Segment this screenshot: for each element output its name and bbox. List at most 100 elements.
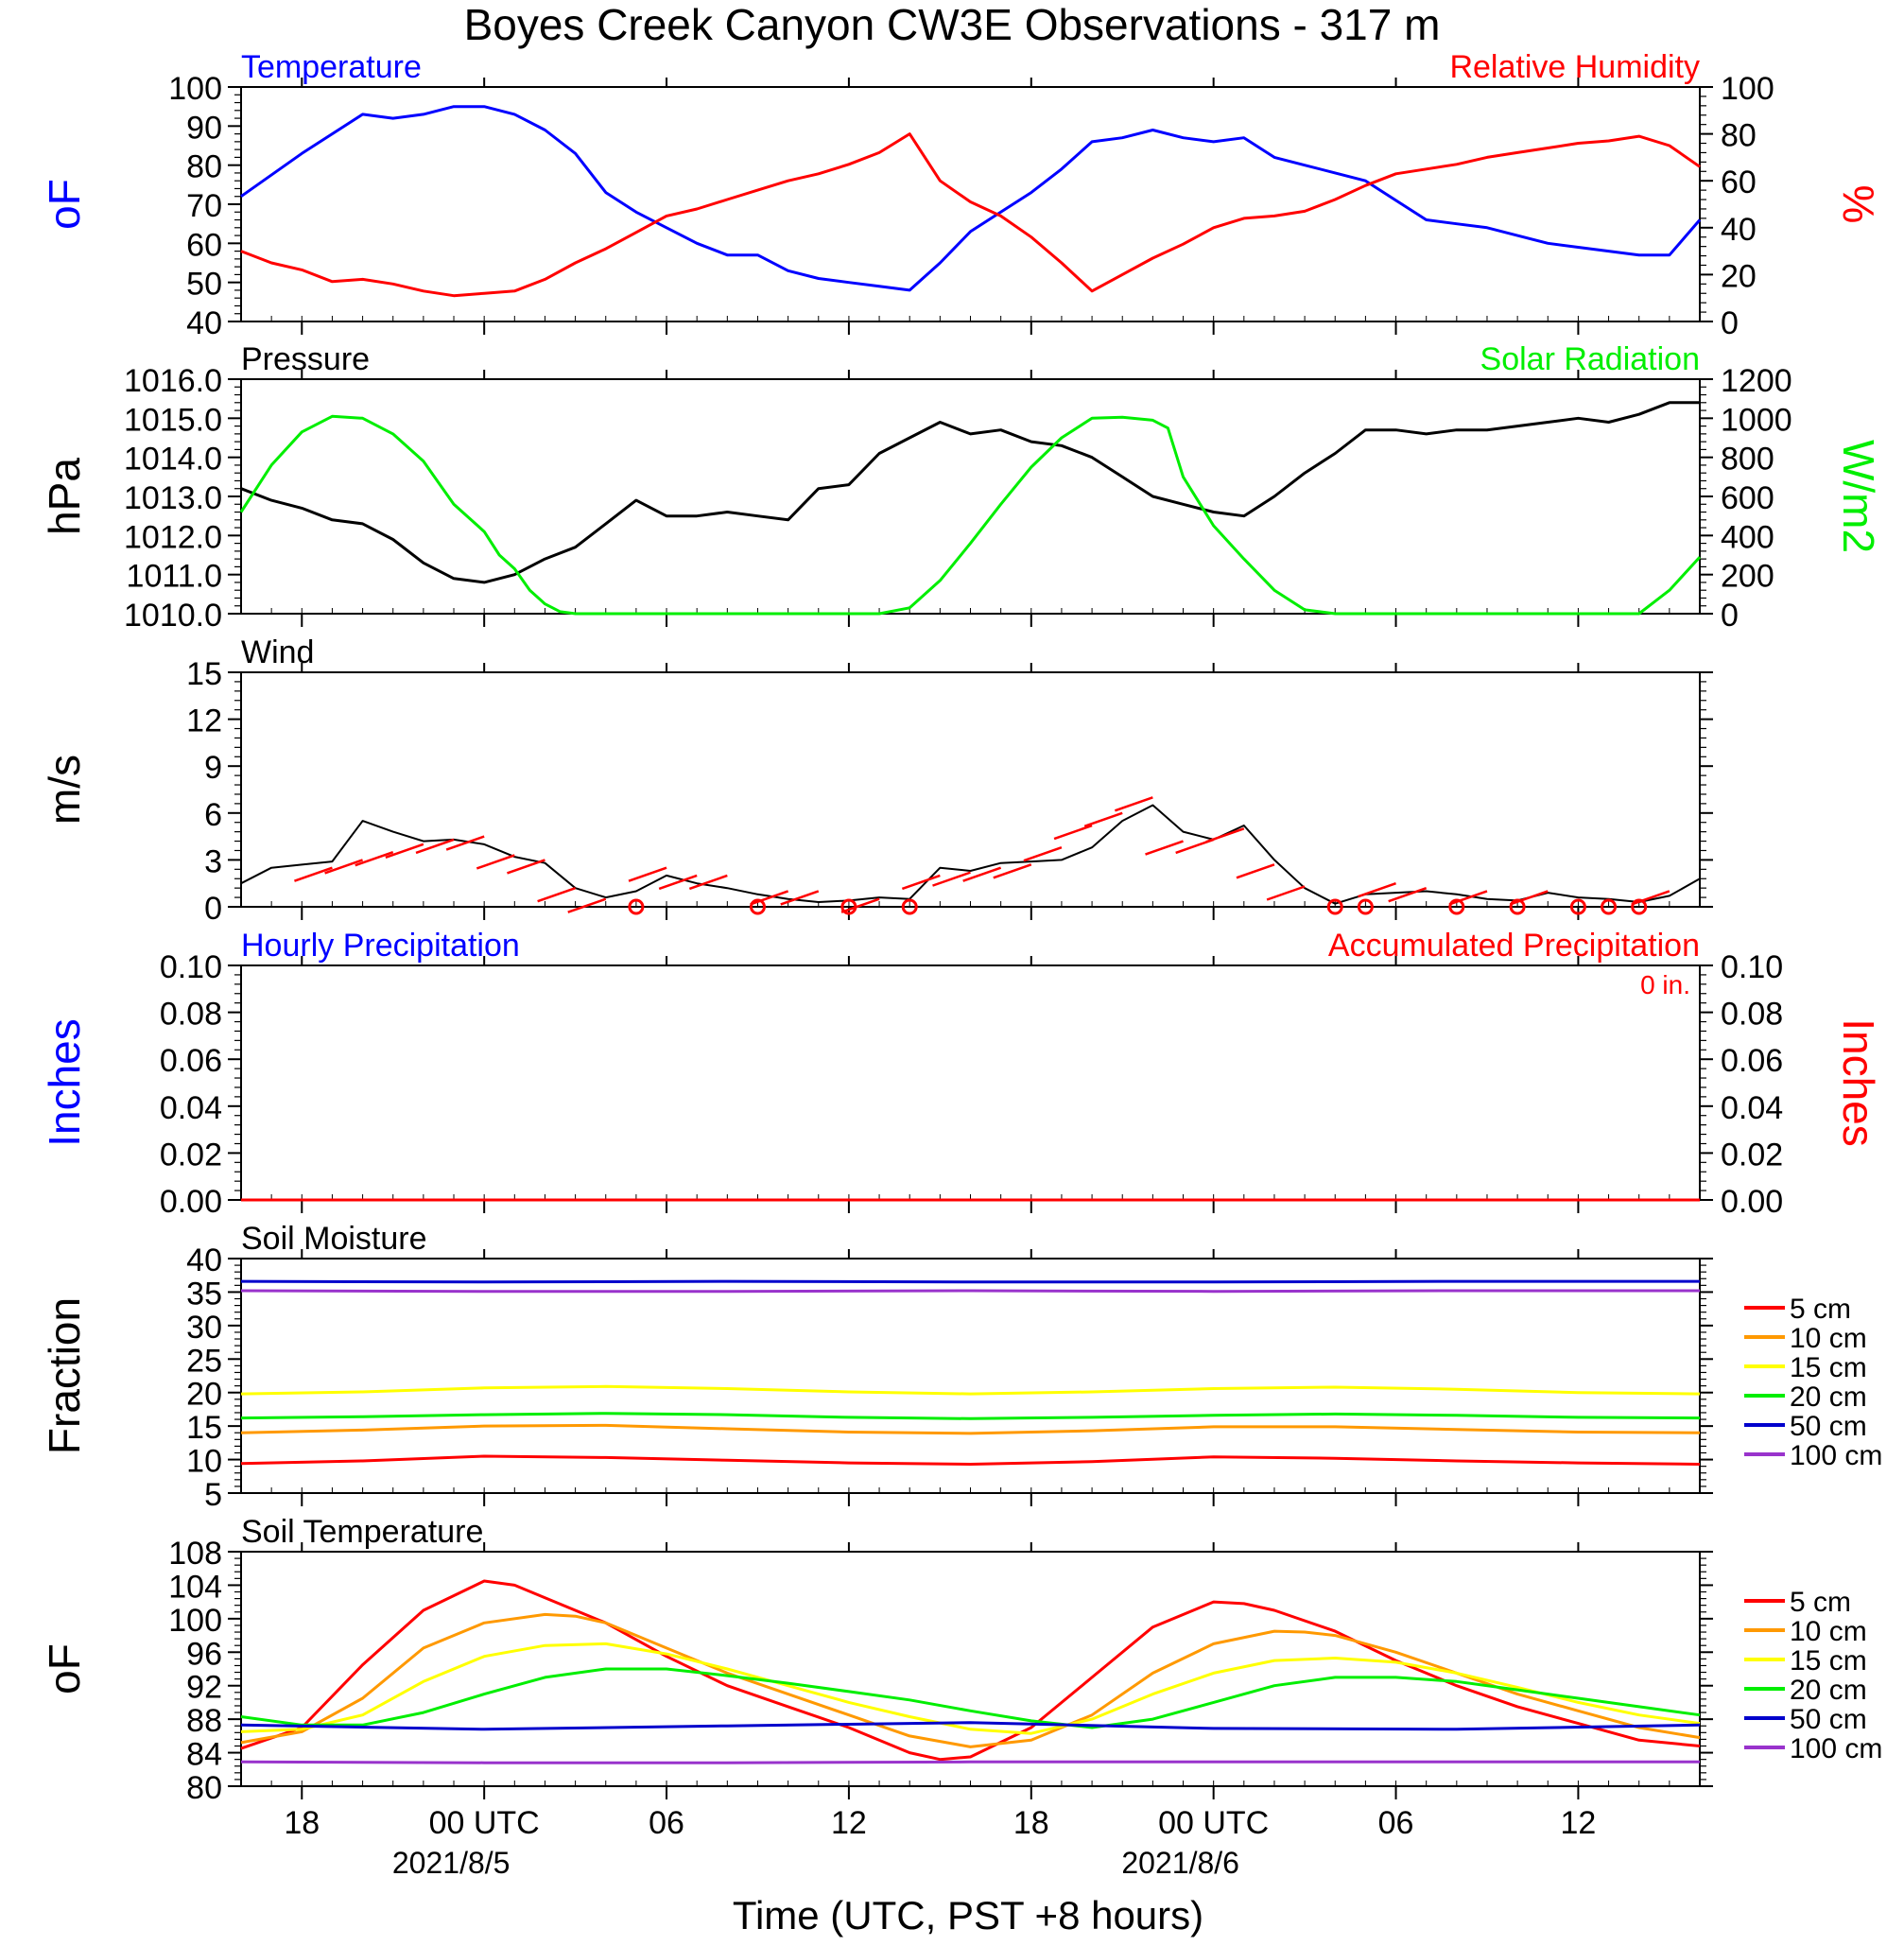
y-tick-label-left: 1014.0 xyxy=(124,442,222,478)
y-tick-label-right: 0 xyxy=(1721,305,1739,341)
panel-title-left: Pressure xyxy=(241,341,370,377)
wind-barb xyxy=(1358,882,1396,898)
wind-calm-marker xyxy=(1509,898,1526,915)
panel-title-right: Relative Humidity xyxy=(1449,49,1700,85)
panel-wind: 0 3 6 9 12 15 Wind m/s xyxy=(40,634,1713,927)
wind-calm-marker xyxy=(901,898,918,915)
y-tick-label-left: 60 xyxy=(186,227,222,263)
legend-label: 50 cm xyxy=(1790,1411,1867,1442)
panel-title-left: Soil Moisture xyxy=(241,1221,427,1257)
wind-barb xyxy=(294,866,333,882)
y-axis-label-left: hPa xyxy=(40,458,89,535)
wind-calm-marker xyxy=(1601,898,1618,915)
wind-barb xyxy=(537,886,577,903)
legend-label: 100 cm xyxy=(1790,1440,1882,1471)
wind-calm-marker xyxy=(1569,898,1586,915)
legend-label: 5 cm xyxy=(1790,1587,1851,1618)
y-tick-label-right: 0.10 xyxy=(1721,949,1783,985)
x-tick-label: 18 xyxy=(284,1805,320,1841)
y-tick-label-left: 50 xyxy=(186,267,222,303)
y-tick-label-right: 0 xyxy=(1721,598,1739,634)
series-line-temperature xyxy=(240,105,1702,292)
y-axis-label-left: Inches xyxy=(40,1018,89,1147)
wind-barb xyxy=(1205,827,1245,843)
wind-barb xyxy=(628,866,667,882)
x-tick-date-label: 2021/8/6 xyxy=(1121,1846,1239,1880)
y-tick-label-left: 1016.0 xyxy=(124,363,222,399)
panel-title-right: Accumulated Precipitation xyxy=(1328,928,1700,964)
legend-label: 10 cm xyxy=(1790,1323,1867,1354)
x-axis-label: Time (UTC, PST +8 hours) xyxy=(733,1893,1203,1937)
y-tick-label-right: 600 xyxy=(1721,480,1774,516)
wind-calm-marker xyxy=(1357,898,1374,915)
legend-label: 10 cm xyxy=(1790,1616,1867,1647)
x-tick-date-label: 2021/8/5 xyxy=(392,1846,511,1880)
y-tick-label-right: 400 xyxy=(1721,519,1774,555)
y-tick-label-left: 9 xyxy=(204,750,222,786)
y-tick-label-left: 0.02 xyxy=(160,1137,222,1173)
wind-barb xyxy=(1266,885,1306,901)
wind-barb xyxy=(750,890,789,906)
x-tick-label: 06 xyxy=(1378,1805,1414,1841)
series-line-solar xyxy=(239,414,1702,616)
wind-barb xyxy=(962,866,1002,882)
y-tick-label-left: 10 xyxy=(186,1444,222,1480)
wind-barb xyxy=(780,890,820,906)
wind-calm-marker xyxy=(1631,898,1648,915)
legend-label: 15 cm xyxy=(1790,1352,1867,1383)
y-tick-label-left: 12 xyxy=(186,704,222,739)
y-tick-label-left: 15 xyxy=(186,1410,222,1446)
y-tick-label-right: 200 xyxy=(1721,559,1774,595)
y-tick-label-right: 0.04 xyxy=(1721,1090,1783,1126)
y-tick-label-right: 100 xyxy=(1721,71,1774,107)
y-tick-label-left: 30 xyxy=(186,1310,222,1346)
y-axis-label-right: W/m2 xyxy=(1834,440,1883,553)
y-tick-label-left: 70 xyxy=(186,188,222,224)
wind-barb xyxy=(1114,796,1153,812)
y-tick-label-left: 108 xyxy=(168,1536,222,1572)
series-line-wind xyxy=(240,804,1701,905)
x-tick-label: 00 UTC xyxy=(1158,1805,1269,1841)
y-tick-label-left: 40 xyxy=(186,1242,222,1278)
y-tick-label-right: 60 xyxy=(1721,165,1757,200)
y-tick-label-left: 90 xyxy=(186,110,222,146)
wind-barb xyxy=(1083,811,1123,827)
wind-barb xyxy=(840,897,880,913)
x-tick-label: 06 xyxy=(649,1805,684,1841)
y-tick-label-left: 5 xyxy=(204,1477,222,1513)
series-line-depth-5 xyxy=(240,1760,1700,1764)
panel-title-left: Wind xyxy=(241,634,314,670)
y-tick-label-left: 88 xyxy=(186,1703,222,1739)
y-tick-label-left: 1015.0 xyxy=(124,402,222,438)
series-line-depth-5 xyxy=(240,1289,1700,1294)
y-tick-label-left: 1011.0 xyxy=(127,559,222,595)
y-axis-label-left: oF xyxy=(40,179,89,230)
wind-barb xyxy=(1023,845,1063,862)
y-tick-label-left: 0.10 xyxy=(160,949,222,985)
y-tick-label-right: 0.06 xyxy=(1721,1043,1783,1079)
y-tick-label-left: 100 xyxy=(168,1603,222,1639)
y-tick-label-left: 92 xyxy=(186,1670,222,1706)
wind-barb xyxy=(901,874,941,891)
precip-total-annotation: 0 in. xyxy=(1640,970,1690,999)
panel-title-right: Solar Radiation xyxy=(1480,341,1700,377)
wind-barb xyxy=(1631,890,1670,906)
y-tick-label-right: 0.02 xyxy=(1721,1137,1783,1173)
panel-title-left: Soil Temperature xyxy=(241,1514,483,1550)
y-axis-label-right: Inches xyxy=(1834,1018,1883,1147)
plot-frame xyxy=(240,964,1701,1201)
panel-title-left: Temperature xyxy=(241,49,422,85)
wind-calm-marker xyxy=(749,898,766,915)
x-axis: 18 00 UTC 2021/8/5 06 12 18 00 UTC 2021/8/6 06 12 xyxy=(284,1805,1596,1880)
y-tick-label-left: 84 xyxy=(186,1737,222,1773)
wind-barb xyxy=(1388,886,1428,903)
y-tick-label-left: 80 xyxy=(186,1770,222,1806)
y-tick-label-left: 15 xyxy=(186,656,222,692)
y-tick-label-left: 104 xyxy=(168,1569,222,1605)
wind-calm-marker xyxy=(1326,898,1343,915)
y-axis-label-left: oF xyxy=(40,1643,89,1694)
wind-barb xyxy=(1509,890,1549,906)
legend-label: 100 cm xyxy=(1790,1733,1882,1764)
